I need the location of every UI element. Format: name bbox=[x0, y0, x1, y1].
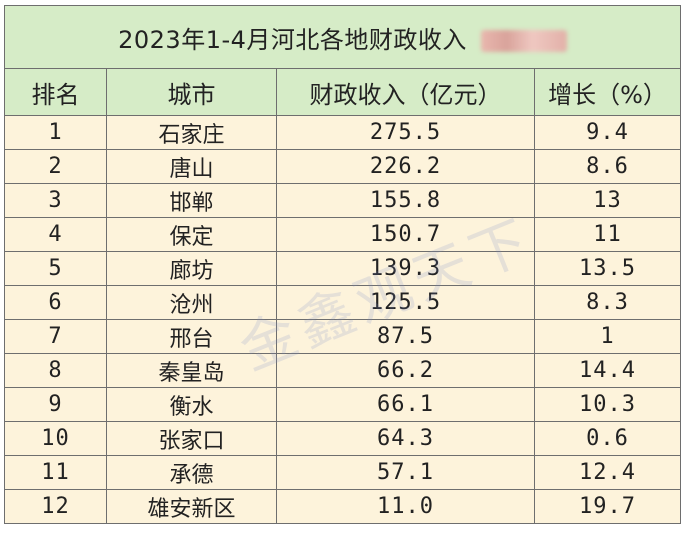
revenue-cell: 139.3 bbox=[276, 251, 535, 286]
table-row: 8 秦皇岛 66.2 14.4 bbox=[4, 353, 682, 388]
rank-cell: 6 bbox=[4, 285, 107, 320]
table-row: 1 石家庄 275.5 9.4 bbox=[4, 115, 682, 150]
revenue-table-container: 2023年1-4月河北各地财政收入 排名 城市 财政收入（亿元） 增长（%） 1… bbox=[3, 5, 682, 524]
rank-cell: 8 bbox=[4, 353, 107, 388]
revenue-cell: 11.0 bbox=[276, 489, 535, 524]
growth-cell: 19.7 bbox=[533, 489, 682, 524]
city-cell: 唐山 bbox=[106, 149, 277, 184]
table-row: 6 沧州 125.5 8.3 bbox=[4, 285, 682, 320]
city-cell: 廊坊 bbox=[106, 251, 277, 286]
blurred-source-mark bbox=[480, 29, 567, 52]
rank-cell: 11 bbox=[4, 455, 107, 490]
rank-cell: 9 bbox=[4, 387, 107, 422]
rank-cell: 3 bbox=[4, 183, 107, 218]
growth-cell: 9.4 bbox=[533, 115, 682, 150]
table-title: 2023年1-4月河北各地财政收入 bbox=[118, 25, 467, 54]
rank-cell: 2 bbox=[4, 149, 107, 184]
table-row: 10 张家口 64.3 0.6 bbox=[4, 421, 682, 456]
revenue-cell: 66.2 bbox=[276, 353, 535, 388]
growth-cell: 0.6 bbox=[533, 421, 682, 456]
growth-cell: 8.6 bbox=[533, 149, 682, 184]
city-cell: 沧州 bbox=[106, 285, 277, 320]
growth-cell: 11 bbox=[533, 217, 682, 252]
growth-cell: 12.4 bbox=[533, 455, 682, 490]
table-row: 12 雄安新区 11.0 19.7 bbox=[4, 489, 682, 524]
revenue-cell: 226.2 bbox=[276, 149, 535, 184]
revenue-cell: 66.1 bbox=[276, 387, 535, 422]
rank-cell: 5 bbox=[4, 251, 107, 286]
rank-cell: 10 bbox=[4, 421, 107, 456]
city-cell: 邯郸 bbox=[106, 183, 277, 218]
revenue-cell: 57.1 bbox=[276, 455, 535, 490]
growth-cell: 13.5 bbox=[533, 251, 682, 286]
table-row: 4 保定 150.7 11 bbox=[4, 217, 682, 252]
header-revenue: 财政收入（亿元） bbox=[276, 68, 535, 116]
table-title-cell: 2023年1-4月河北各地财政收入 bbox=[3, 5, 682, 69]
city-cell: 保定 bbox=[106, 217, 277, 252]
growth-cell: 1 bbox=[533, 319, 682, 354]
revenue-cell: 64.3 bbox=[276, 421, 535, 456]
table-row: 3 邯郸 155.8 13 bbox=[4, 183, 682, 218]
rank-cell: 7 bbox=[4, 319, 107, 354]
growth-cell: 13 bbox=[533, 183, 682, 218]
table-row: 2 唐山 226.2 8.6 bbox=[4, 149, 682, 184]
rank-cell: 12 bbox=[4, 489, 107, 524]
table-row: 5 廊坊 139.3 13.5 bbox=[4, 251, 682, 286]
header-rank: 排名 bbox=[4, 68, 107, 116]
city-cell: 邢台 bbox=[106, 319, 277, 354]
city-cell: 石家庄 bbox=[106, 115, 277, 150]
city-cell: 秦皇岛 bbox=[106, 353, 277, 388]
growth-cell: 14.4 bbox=[533, 353, 682, 388]
table-row: 11 承德 57.1 12.4 bbox=[4, 455, 682, 490]
rank-cell: 1 bbox=[4, 115, 107, 150]
revenue-cell: 87.5 bbox=[276, 319, 535, 354]
table-row: 7 邢台 87.5 1 bbox=[4, 319, 682, 354]
rank-cell: 4 bbox=[4, 217, 107, 252]
revenue-cell: 150.7 bbox=[276, 217, 535, 252]
revenue-cell: 125.5 bbox=[276, 285, 535, 320]
growth-cell: 8.3 bbox=[533, 285, 682, 320]
city-cell: 衡水 bbox=[106, 387, 277, 422]
header-city: 城市 bbox=[106, 68, 277, 116]
revenue-cell: 275.5 bbox=[276, 115, 535, 150]
city-cell: 承德 bbox=[106, 455, 277, 490]
city-cell: 雄安新区 bbox=[106, 489, 277, 524]
table-row: 9 衡水 66.1 10.3 bbox=[4, 387, 682, 422]
city-cell: 张家口 bbox=[106, 421, 277, 456]
header-row: 排名 城市 财政收入（亿元） 增长（%） bbox=[4, 68, 682, 116]
growth-cell: 10.3 bbox=[533, 387, 682, 422]
header-growth: 增长（%） bbox=[533, 68, 682, 116]
revenue-table: 2023年1-4月河北各地财政收入 排名 城市 财政收入（亿元） 增长（%） 1… bbox=[3, 5, 682, 524]
revenue-cell: 155.8 bbox=[276, 183, 535, 218]
